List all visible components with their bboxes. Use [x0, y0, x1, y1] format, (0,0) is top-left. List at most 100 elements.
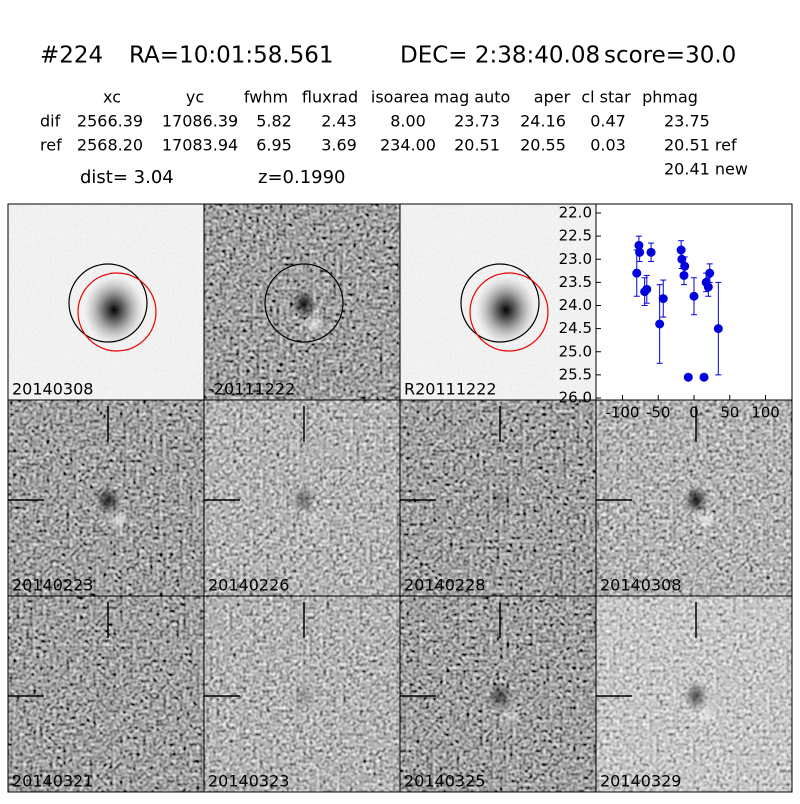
cell: 23.73: [454, 112, 500, 131]
stamp-label: 20140323: [208, 772, 289, 791]
stamp: R20111222: [399, 203, 597, 401]
y-tick-label: 23.0: [559, 250, 592, 268]
stamp-label: 20140321: [12, 772, 93, 791]
cell: 24.16: [520, 112, 566, 131]
stamp: 20140228: [399, 399, 597, 597]
y-tick-label: 25.0: [559, 342, 592, 360]
galaxy: [476, 276, 536, 344]
residual-positive: [694, 510, 718, 530]
column-header: isoarea: [371, 88, 429, 107]
stamp-frame: [595, 595, 793, 793]
stamp: 20140308: [7, 203, 205, 401]
residual-positive: [498, 510, 522, 530]
cell: 17086.39: [162, 112, 238, 131]
point: [632, 268, 642, 278]
redshift: z=0.1990: [258, 167, 346, 188]
cell: 2.43: [321, 112, 357, 131]
stamp: 20140226: [203, 399, 401, 597]
point: [703, 282, 713, 292]
stamps: 20140308 -20111222 R20111222 20140223 201402…: [7, 203, 793, 793]
point: [680, 261, 690, 271]
stamp-label: 20140223: [12, 576, 93, 595]
cell: 0.47: [590, 112, 626, 131]
aperture: [460, 263, 540, 343]
point: [635, 247, 645, 257]
residual: [96, 682, 120, 710]
point: [689, 291, 699, 301]
point: [658, 294, 668, 304]
stamp-label: 20140329: [600, 772, 681, 791]
stamp: 20140321: [7, 595, 205, 793]
x-tick-label: 0: [689, 404, 699, 422]
aperture: [264, 263, 344, 343]
point: [646, 247, 656, 257]
residual-positive: [302, 510, 326, 530]
point: [713, 324, 723, 334]
cell: 8.00: [390, 112, 426, 131]
x-tick-label: -100: [605, 404, 639, 422]
point: [705, 268, 715, 278]
cell: 5.82: [256, 112, 292, 131]
row-label: ref: [40, 136, 62, 155]
residual-positive: [694, 706, 718, 726]
cell: 23.75: [664, 112, 710, 131]
residual-positive: [498, 706, 522, 726]
stamp: 20140223: [7, 399, 205, 597]
column-header: cl star: [581, 88, 631, 107]
residual: [684, 682, 708, 710]
cell: 3.69: [321, 136, 357, 155]
cell: 2566.39: [77, 112, 143, 131]
cell: 6.95: [256, 136, 292, 155]
y-tick-label: 25.5: [559, 365, 592, 383]
y-tick-label: 26.0: [559, 389, 592, 407]
ra: RA=10:01:58.561: [129, 43, 334, 69]
y-tick-label: 22.5: [559, 227, 592, 245]
cell: 20.51: [454, 136, 500, 155]
aperture: [68, 263, 148, 343]
residual: [96, 486, 120, 514]
y-tick-label: 22.0: [559, 204, 592, 222]
column-header: phmag: [642, 88, 698, 107]
cell: 0.03: [590, 136, 626, 155]
column-header: xc: [103, 88, 121, 107]
score: score=30.0: [604, 43, 736, 69]
aperture-new: [469, 272, 549, 352]
point: [699, 372, 709, 382]
cell: 234.00: [380, 136, 436, 155]
stamp-label: 20140308: [12, 380, 93, 399]
cell: 20.55: [520, 136, 566, 155]
column-header: fluxrad: [302, 88, 358, 107]
column-header: aper: [534, 88, 571, 107]
stamp: 20140323: [203, 595, 401, 793]
cell: 17083.94: [162, 136, 238, 155]
stamp-label: 20140228: [404, 576, 485, 595]
residual: [488, 486, 512, 514]
residual: [488, 682, 512, 710]
residual: [684, 486, 708, 514]
galaxy: [84, 276, 144, 344]
table: xc yc fwhm fluxrad isoarea mag auto aper cl sta…: [40, 88, 737, 155]
residual-positive: [302, 706, 326, 726]
stamp-label: 20140325: [404, 772, 485, 791]
point: [683, 372, 693, 382]
point: [655, 319, 665, 329]
x-tick-label: -50: [646, 404, 671, 422]
aperture-new: [77, 272, 157, 352]
y-tick-label: 24.5: [559, 319, 592, 337]
cell: 2568.20: [77, 136, 143, 155]
column-header: yc: [186, 88, 204, 107]
column-header: mag auto: [434, 88, 511, 107]
column-header: fwhm: [244, 88, 288, 107]
stamp-label: -20111222: [208, 380, 295, 399]
stamp-label: 20140308: [600, 576, 681, 595]
dec: DEC= 2:38:40.08: [400, 43, 600, 69]
light-curve: 22.0 22.5 23.0 23.5 24.0 24.5 25.0 25.5 26.0 -100…: [559, 203, 793, 422]
residual: [292, 682, 316, 710]
phmag-new: 20.41 new: [664, 160, 748, 179]
stamp-label: R20111222: [404, 380, 497, 399]
stamp: 20140325: [399, 595, 597, 793]
point: [642, 284, 652, 294]
residual-positive: [106, 510, 130, 530]
stamp: 20140329: [595, 595, 793, 793]
residual: [292, 290, 316, 318]
